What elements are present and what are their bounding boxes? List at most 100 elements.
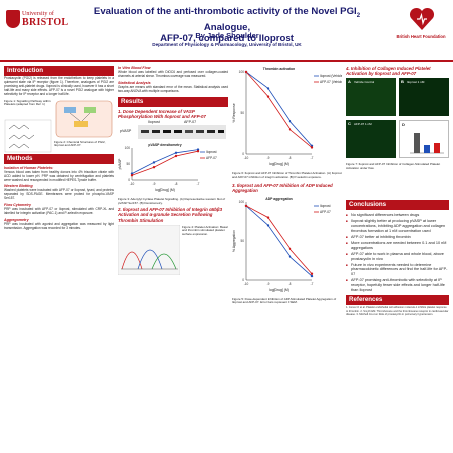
y-tick-label: 0 — [242, 152, 244, 156]
chart-bg — [232, 66, 342, 166]
microscopy-panels: A Vehicle Control B Iloprost 1 nM C AFP-… — [346, 78, 449, 182]
methods-flow-heading: Flow Cytometry — [4, 203, 31, 208]
references-text: 1. Jones CI et al. Platelet endothelial … — [346, 306, 449, 316]
series-line — [131, 150, 199, 176]
series-line — [245, 205, 313, 276]
data-point — [130, 174, 134, 177]
chart-pvasp: 0 50 100 -10 -9 -8 -7 log[Drug] (M) pVASP Ilopros… — [118, 142, 228, 197]
column-2: In Vitro Blood Flow Whole blood was labe… — [118, 66, 228, 277]
logo-small-text: University of — [22, 11, 54, 17]
section-conclusions: Conclusions — [346, 200, 449, 211]
western-blot: Iloprost AFP-07 pVASP — [118, 120, 228, 142]
figure-4: Figure 4: Platelet Activation: Basal and… — [118, 224, 228, 277]
chemical-structures — [4, 119, 52, 152]
column-1: Introduction Prostacyclin (PGI2) is rele… — [4, 66, 114, 231]
stats-text: Graphs are means with standard error of … — [118, 84, 228, 93]
flow-histograms — [118, 224, 180, 275]
y-tick-label: 0 — [242, 278, 244, 282]
x-tick-label: -7 — [197, 182, 200, 186]
series-line — [245, 71, 313, 147]
data-point — [310, 146, 314, 149]
data-point — [266, 95, 270, 98]
x-tick-label: -8 — [289, 156, 292, 160]
section-introduction: Introduction — [4, 66, 114, 76]
data-point — [310, 272, 314, 275]
result-2-title: 2. Iloprost and AFP-07 Inhibition of Int… — [118, 207, 223, 223]
x-tick-label: -10 — [244, 282, 249, 286]
chart-title: ADP aggregation — [265, 197, 292, 201]
y-tick-label: 50 — [240, 111, 244, 115]
methods-western-text: Washed platelets were incubated with AFP… — [4, 188, 114, 201]
chart-adp-svg: 0 50 100 -10 -9 -8 -7 log[Drug] (M) % Aggregatio… — [232, 195, 342, 292]
university-logo: University of BRISTOL — [6, 10, 68, 50]
chart-thrombin: 0 50 100 -10 -9 -8 -7 log[Drug] (M) % Response Il… — [232, 66, 344, 171]
fig2-caption: Figure 2: Chemical Structures of PGI2, I… — [54, 139, 106, 148]
bhf-logo: British Heart Foundation — [396, 6, 446, 56]
legend-label: Iloprost (Vehicle) — [320, 74, 342, 78]
data-point — [288, 120, 292, 123]
y-tick-label: 0 — [128, 178, 130, 182]
panel-b: B Iloprost 1 nM — [399, 78, 449, 117]
data-point — [310, 274, 314, 277]
legend-label: AFP-07 (Vehicle) — [320, 80, 342, 84]
poster-header: University of BRISTOL Evaluation of the … — [0, 0, 453, 62]
methods-isolation-heading: Isolation of Human Platelets: — [4, 165, 54, 170]
section-methods: Methods — [4, 153, 114, 164]
methods-flow-blood-text: Whole blood was labelled with DiOC6 and … — [118, 70, 228, 78]
result-4-caption: Figure 7: Iloprost and AFP-07 Inhibition… — [346, 162, 441, 170]
data-point — [244, 204, 248, 207]
methods-flow-blood-heading: In Vitro Blood Flow — [118, 66, 151, 70]
data-point — [288, 128, 292, 131]
legend-label: AFP-07 — [206, 156, 217, 160]
legend-label: AFP-07 — [320, 210, 331, 214]
methods-aggregometry-heading: Aggregometry — [4, 217, 29, 222]
y-axis-label: pVASP — [118, 158, 122, 169]
methods-western-heading: Western Blotting — [4, 184, 33, 189]
chart-pvasp-svg: 0 50 100 -10 -9 -8 -7 log[Drug] (M) pVASP Ilopros… — [118, 142, 228, 193]
data-point — [266, 87, 270, 90]
series-line — [245, 71, 313, 148]
panel-a: A Vehicle Control — [346, 78, 396, 117]
y-tick-label: 100 — [239, 200, 245, 204]
conclusion-item: AFP-07 promising anti-thrombotic with se… — [346, 278, 449, 292]
data-point — [196, 150, 200, 153]
result-3b-caption: Figure 5: Dose-dependent Inhibition of A… — [232, 296, 337, 305]
data-point — [174, 154, 178, 158]
data-point — [244, 70, 248, 74]
fig1-caption: Figure 1: Signalling Pathway within Plat… — [4, 98, 51, 107]
chart-thrombin-svg: 0 50 100 -10 -9 -8 -7 log[Drug] (M) % Response Il… — [232, 66, 344, 166]
result-1-title: 1. Dose Dependent Increase of VASP Phosp… — [118, 108, 206, 119]
conclusion-item: Iloprost slightly better at producing pV… — [346, 219, 449, 233]
result-4-title: 4. Inhibition of Collagen Induced Platel… — [346, 66, 431, 77]
conclusion-item: No significant differences between drugs — [346, 213, 449, 218]
conclusions-list: No significant differences between drugs… — [346, 213, 449, 292]
intro-text: Prostacyclin (PGI2) is released from the… — [4, 76, 114, 96]
y-tick-label: 50 — [240, 239, 244, 243]
conclusion-item: AFP-07 better at inhibiting thrombin — [346, 235, 449, 240]
data-point — [288, 254, 292, 258]
signalling-diagram — [55, 100, 113, 137]
y-tick-label: 100 — [125, 146, 131, 150]
result-3-caption: Figure 6: Iloprost and AFP-07 Inhibition… — [232, 171, 342, 179]
x-tick-label: -8 — [175, 182, 178, 186]
x-tick-label: -9 — [267, 156, 270, 160]
x-tick-label: -9 — [267, 282, 270, 286]
data-point — [266, 223, 270, 227]
crest-icon — [6, 10, 20, 28]
author: By Jade Shoulder — [195, 31, 259, 40]
blot-bands — [138, 125, 226, 140]
data-point — [288, 247, 292, 250]
panel-d: D — [399, 120, 449, 159]
chart-adp: 0 50 100 -10 -9 -8 -7 log[Drug] (M) % Aggregatio… — [232, 195, 342, 297]
column-4: 4. Inhibition of Collagen Induced Platel… — [346, 66, 449, 316]
chart-title: Thrombin activation — [263, 67, 295, 71]
conclusion-item: Future in vivo experiments needed to det… — [346, 263, 449, 277]
x-tick-label: -7 — [311, 282, 314, 286]
conclusion-item: More concentrations are needed between 0… — [346, 241, 449, 251]
data-point — [174, 151, 178, 155]
legend-label: Iloprost — [320, 204, 331, 208]
column-3: 0 50 100 -10 -9 -8 -7 log[Drug] (M) % Response Il… — [232, 66, 344, 305]
data-point — [152, 166, 156, 169]
y-axis-label: % Aggregation — [232, 229, 236, 251]
blot-label-afp07: AFP-07 — [184, 120, 197, 125]
